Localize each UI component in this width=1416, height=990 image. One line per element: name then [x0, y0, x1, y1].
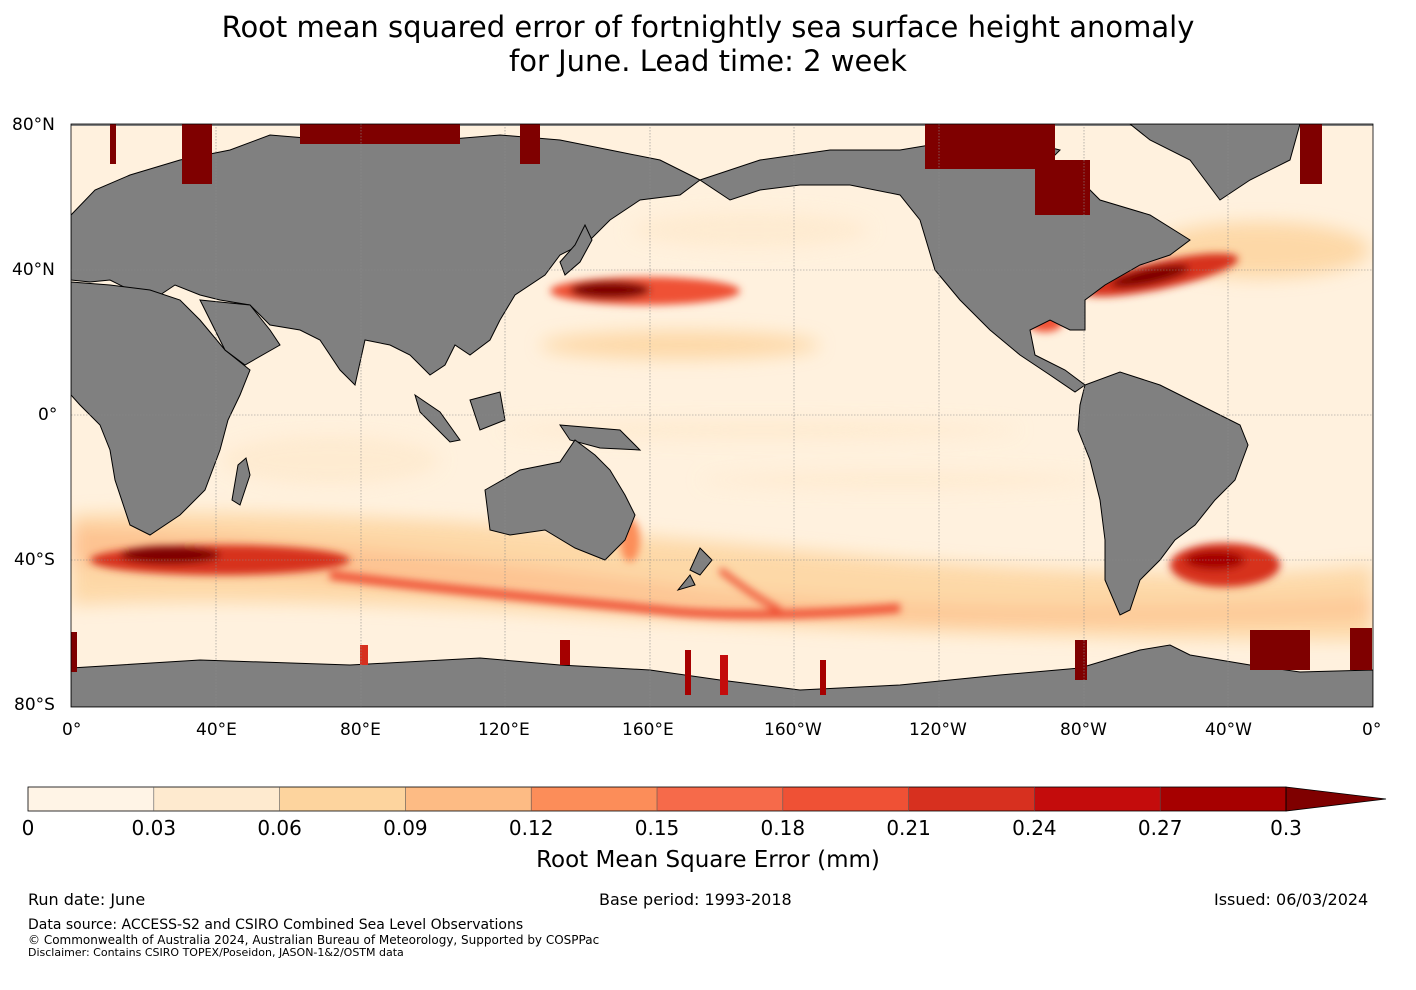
- africa: [71, 281, 251, 536]
- colorbar: [27, 786, 1387, 812]
- base-period: Base period: 1993-2018: [599, 890, 792, 909]
- run-date: Run date: June: [28, 890, 146, 909]
- colorbar-tick-label: 0.12: [508, 816, 554, 840]
- copyright: © Commonwealth of Australia 2024, Austra…: [28, 933, 600, 947]
- lat-label-0: 0°: [38, 405, 58, 425]
- lon-label-40w: 40°W: [1205, 720, 1252, 740]
- lat-label-40s: 40°S: [14, 550, 55, 570]
- lat-label-80s: 80°S: [14, 695, 55, 715]
- colorbar-tick-label: 0.18: [760, 816, 806, 840]
- sumatra: [414, 393, 461, 443]
- colorbar-segment: [657, 787, 784, 811]
- colorbar-segment: [153, 787, 281, 811]
- colorbar-tick-label: 0.21: [886, 816, 931, 840]
- colorbar-segment: [1160, 787, 1287, 811]
- colorbar-segment: [531, 787, 658, 811]
- colorbar-segment: [405, 787, 532, 811]
- chart-title-line-1: Root mean squared error of fortnightly s…: [221, 10, 1195, 44]
- lon-label-40e: 40°E: [196, 720, 237, 740]
- lon-label-0-right: 0°: [1362, 720, 1382, 740]
- gridlines: [71, 124, 1373, 707]
- colorbar-segment: [28, 787, 155, 811]
- new-zealand: [676, 547, 713, 591]
- lon-label-120w: 120°W: [909, 720, 967, 740]
- colorbar-tick-label: 0.03: [131, 816, 177, 840]
- arabia: [199, 299, 281, 366]
- colorbar-tick-label: 0.27: [1137, 816, 1183, 840]
- colorbar-tick-label: 0.15: [634, 816, 680, 840]
- lon-label-0-left: 0°: [62, 720, 82, 740]
- issued-date: Issued: 06/03/2024: [1214, 890, 1369, 909]
- antarctica: [71, 644, 1373, 707]
- lon-label-120e: 120°E: [478, 720, 530, 740]
- lon-label-160e: 160°E: [622, 720, 674, 740]
- map-frame: [70, 123, 1374, 708]
- colorbar-segment: [279, 787, 406, 811]
- lon-label-160w: 160°W: [764, 720, 822, 740]
- lat-label-40n: 40°N: [12, 260, 55, 280]
- chart-title-line-2: for June. Lead time: 2 week: [509, 44, 907, 78]
- madagascar: [231, 457, 251, 506]
- colorbar-tick-label: 0.3: [1270, 816, 1302, 840]
- hotspot-circumpolar: [329, 570, 901, 620]
- colorbar-tick-label: 0.09: [383, 816, 428, 840]
- colorbar-tick-label: 0.06: [257, 816, 302, 840]
- japan: [559, 223, 593, 276]
- polar-artefacts: [71, 124, 1372, 695]
- australia: [484, 439, 636, 561]
- lat-label-80n: 80°N: [12, 115, 55, 135]
- lon-label-80e: 80°E: [340, 720, 381, 740]
- data-source: Data source: ACCESS-S2 and CSIRO Combine…: [28, 917, 524, 933]
- colorbar-tick-label: 0: [21, 816, 35, 840]
- borneo: [469, 391, 506, 431]
- lon-label-80w: 80°W: [1060, 720, 1107, 740]
- colorbar-label: Root Mean Square Error (mm): [536, 847, 880, 873]
- colorbar-segment: [782, 787, 910, 811]
- hotspot-kuroshio-core: [570, 281, 650, 299]
- colorbar-segment: [908, 787, 1035, 811]
- colorbar-extend-arrow: [1285, 786, 1387, 812]
- greenland: [1129, 124, 1301, 201]
- disclaimer: Disclaimer: Contains CSIRO TOPEX/Poseido…: [28, 946, 404, 959]
- new-guinea: [559, 424, 642, 451]
- hotspot-agulhas-core: [120, 546, 220, 564]
- colorbar-segment: [1034, 787, 1161, 811]
- colorbar-tick-label: 0.24: [1012, 816, 1057, 840]
